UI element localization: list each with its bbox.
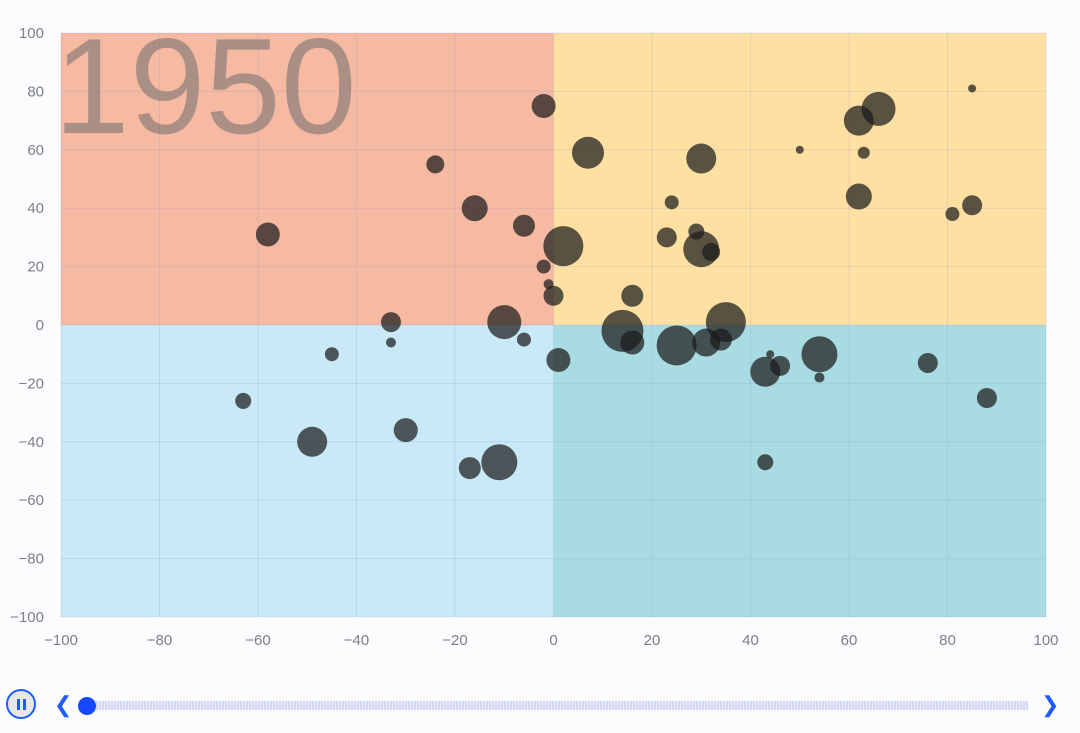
next-button[interactable]: ❯	[1041, 692, 1059, 718]
bubble	[516, 332, 531, 347]
bubble	[543, 285, 564, 306]
x-tick-label: −100	[44, 632, 78, 649]
previous-button[interactable]: ❮	[54, 692, 72, 718]
x-tick-label: −40	[344, 632, 369, 649]
timeline-slider-handle[interactable]	[78, 697, 96, 715]
quadrant-top-right	[553, 33, 1046, 325]
bubble	[512, 214, 535, 237]
x-tick-label: −60	[245, 632, 270, 649]
bubble	[656, 325, 697, 366]
bubble	[426, 155, 445, 174]
axis-ticks: −100 −80 −60 −40 −20 0 20 40 60 80 100 −100 −80 −60 −4…	[10, 25, 1058, 649]
bubble	[461, 195, 488, 222]
bubble	[976, 388, 997, 408]
timeline-slider[interactable]	[87, 701, 1028, 710]
x-tick-label: 40	[742, 632, 759, 649]
bubble	[481, 444, 518, 481]
x-tick-label: 20	[644, 632, 661, 649]
y-tick-label: −100	[10, 609, 44, 626]
bubble	[709, 328, 732, 351]
x-tick-label: 60	[841, 632, 858, 649]
x-tick-label: −80	[147, 632, 172, 649]
x-tick-label: 0	[549, 632, 557, 649]
chevron-right-icon: ❯	[1041, 692, 1060, 717]
bubbles	[235, 84, 997, 481]
play-pause-button[interactable]	[6, 689, 36, 719]
bubble	[968, 84, 977, 93]
bubble	[458, 457, 481, 480]
quadrant-bottom-right	[553, 325, 1046, 617]
bubble	[917, 352, 938, 373]
bubble	[702, 243, 721, 261]
bubble	[845, 183, 872, 210]
quadrant-top-left	[61, 33, 554, 325]
bubble	[487, 305, 522, 340]
y-tick-label: 100	[19, 25, 44, 42]
y-tick-label: −80	[19, 551, 44, 568]
bubble	[757, 454, 774, 471]
x-tick-label: −20	[442, 632, 467, 649]
bubble	[536, 259, 551, 274]
grid	[60, 32, 1047, 618]
year-label: 1950	[54, 10, 357, 162]
bubble	[814, 372, 825, 383]
bubble	[664, 195, 679, 210]
bubble	[324, 347, 339, 362]
bubble	[531, 94, 556, 118]
x-tick-label: 80	[939, 632, 956, 649]
bubble	[801, 336, 838, 373]
bubble	[235, 392, 252, 409]
y-tick-label: 0	[36, 317, 44, 334]
bubble	[297, 426, 328, 457]
bubble	[945, 207, 960, 222]
bubble	[255, 222, 280, 247]
chevron-left-icon: ❮	[54, 692, 73, 717]
y-tick-label: 20	[27, 259, 44, 276]
y-tick-label: 40	[27, 200, 44, 217]
bubble	[686, 143, 717, 174]
y-tick-label: −40	[19, 434, 44, 451]
x-tick-label: 100	[1033, 632, 1058, 649]
bubble	[620, 330, 645, 355]
y-tick-label: 80	[27, 83, 44, 100]
bubble	[795, 145, 804, 154]
bubble	[571, 136, 604, 169]
bubble	[962, 195, 983, 216]
bubble	[857, 146, 870, 159]
bubble	[843, 105, 874, 136]
bubble	[380, 312, 401, 333]
bubble	[385, 337, 396, 348]
y-tick-label: −20	[19, 375, 44, 392]
bubble	[656, 227, 677, 248]
y-tick-label: 60	[27, 142, 44, 159]
bubble	[621, 284, 644, 307]
bubble	[543, 226, 584, 267]
bubble	[766, 350, 775, 359]
bubble	[393, 418, 418, 443]
bubble-chart: 1950 −100 −80 −60 −40 −20 0 20 40 60 80 100 −100 −80…	[10, 10, 1058, 649]
bubble	[770, 355, 791, 376]
bubble	[546, 348, 571, 373]
y-tick-label: −60	[19, 492, 44, 509]
